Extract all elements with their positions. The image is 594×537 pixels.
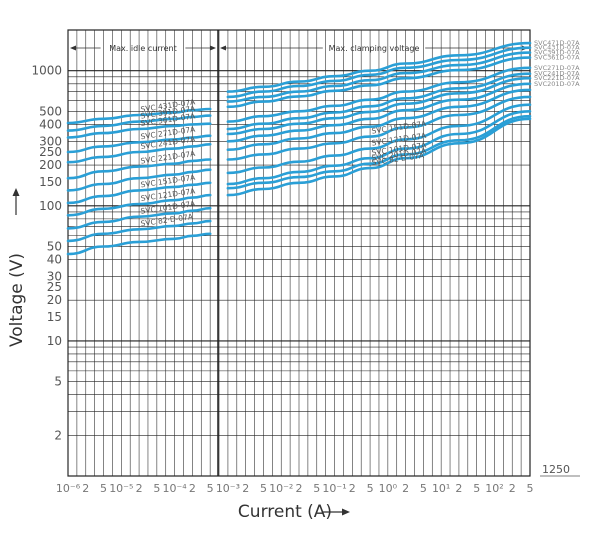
- region-arrow-head: [70, 45, 76, 51]
- x-tick-label: 2: [242, 482, 249, 495]
- series-line: [66, 168, 212, 192]
- x-tick-label: 2: [136, 482, 143, 495]
- y-tick-label: 25: [47, 280, 62, 294]
- series-line: [226, 72, 532, 131]
- x-axis-title: Current (A): [238, 502, 332, 522]
- y-tick-label: 15: [47, 310, 62, 324]
- x-tick-label: 2: [82, 482, 89, 495]
- series-line: [226, 95, 532, 161]
- x-tick-label: 5: [260, 482, 267, 495]
- x-tick-label: 2: [189, 482, 196, 495]
- corner-label: 1250: [542, 463, 570, 476]
- y-tick-label: 40: [47, 253, 62, 267]
- series-line: [66, 219, 212, 243]
- y-tick-label: 20: [47, 293, 62, 307]
- y-tick-label: 10: [47, 334, 62, 348]
- x-tick-label: 2: [296, 482, 303, 495]
- series-end-label: SVC391D-07A: [534, 49, 580, 57]
- series-line: [226, 41, 532, 93]
- y-tick-labels: 2510152025304050100150200250300400500100…: [31, 64, 62, 443]
- x-tick-label: 5: [473, 482, 480, 495]
- series-line: [226, 103, 532, 175]
- x-tick-label: 5: [207, 482, 214, 495]
- series-line: [226, 76, 532, 136]
- series-line: [226, 82, 532, 143]
- x-tick-label: 10⁻¹: [322, 482, 346, 495]
- region-header-label: Max. idle current: [109, 44, 176, 53]
- series-line: [66, 232, 212, 256]
- y-axis-arrow: [12, 188, 20, 215]
- series-line: [66, 143, 212, 164]
- x-tick-label: 5: [313, 482, 320, 495]
- series-line: [66, 181, 212, 205]
- series-line: [226, 88, 532, 151]
- series-line: [226, 114, 532, 190]
- series-end-label: SVC271D-07A: [534, 64, 580, 72]
- series-line: [226, 56, 532, 109]
- x-tick-labels: 10⁻⁶ 2 5 10⁻⁵ 2 5 10⁻⁴ 2 5 10⁻³ 2 5 10⁻² 2 5 10⁻¹ 2 5 10⁰ 2…: [56, 482, 534, 495]
- series-end-label: SVC361D-07A: [534, 54, 580, 62]
- x-tick-label: 10⁻⁶: [56, 482, 81, 495]
- x-tick-label: 5: [420, 482, 427, 495]
- y-tick-label: 200: [39, 158, 62, 172]
- series-line: [66, 134, 212, 154]
- series-curves: [66, 41, 532, 256]
- series-line: [226, 46, 532, 99]
- series-line: [66, 114, 212, 132]
- y-axis-title: Voltage (V): [7, 253, 27, 347]
- x-tick-label: 5: [153, 482, 160, 495]
- y-tick-label: 400: [39, 117, 62, 131]
- y-tick-label: 150: [39, 175, 62, 189]
- x-tick-label: 10⁻³: [216, 482, 240, 495]
- series-line: [66, 206, 212, 230]
- series-line: [226, 110, 532, 186]
- x-tick-label: 5: [367, 482, 374, 495]
- x-tick-label: 10⁻⁴: [163, 482, 188, 495]
- series-end-label: SVC471D-07A: [534, 39, 580, 47]
- series-end-label: SVC221D-07A: [534, 74, 580, 82]
- x-tick-label: 5: [527, 482, 534, 495]
- series-line: [66, 158, 212, 180]
- x-axis-arrow: [322, 508, 350, 516]
- series-line: [66, 193, 212, 217]
- series-line: [226, 51, 532, 103]
- y-tick-label: 500: [39, 104, 62, 118]
- region-headers: Max. idle current Max. clamping voltage: [70, 44, 528, 53]
- region-arrow-head: [220, 45, 226, 51]
- y-tick-label: 250: [39, 145, 62, 159]
- y-tick-label: 1000: [31, 64, 62, 78]
- x-tick-label: 10⁰: [379, 482, 398, 495]
- series-line: [66, 107, 212, 125]
- region-arrow-head: [210, 45, 216, 51]
- series-end-label: SVC241D-07A: [534, 70, 580, 78]
- series-end-label: SVC431D-07A: [534, 44, 580, 52]
- x-tick-label: 2: [402, 482, 409, 495]
- x-tick-label: 10¹: [432, 482, 450, 495]
- y-tick-label: 300: [39, 134, 62, 148]
- x-tick-label: 10⁻²: [269, 482, 293, 495]
- series-line: [226, 66, 532, 123]
- y-tick-label: 2: [54, 428, 62, 442]
- x-tick-label: 10⁻⁵: [109, 482, 133, 495]
- y-tick-label: 30: [47, 269, 62, 283]
- x-tick-label: 2: [349, 482, 356, 495]
- x-tick-label: 2: [509, 482, 516, 495]
- series-line: [66, 122, 212, 139]
- x-tick-label: 10²: [485, 482, 503, 495]
- series-line: [226, 117, 532, 197]
- series-end-label: SVC201D-07A: [534, 80, 580, 88]
- y-tick-label: 100: [39, 199, 62, 213]
- x-tick-label: 5: [100, 482, 107, 495]
- region-header-label: Max. clamping voltage: [329, 44, 420, 53]
- x-tick-label: 2: [455, 482, 462, 495]
- y-tick-label: 5: [54, 375, 62, 389]
- y-tick-label: 50: [47, 239, 62, 253]
